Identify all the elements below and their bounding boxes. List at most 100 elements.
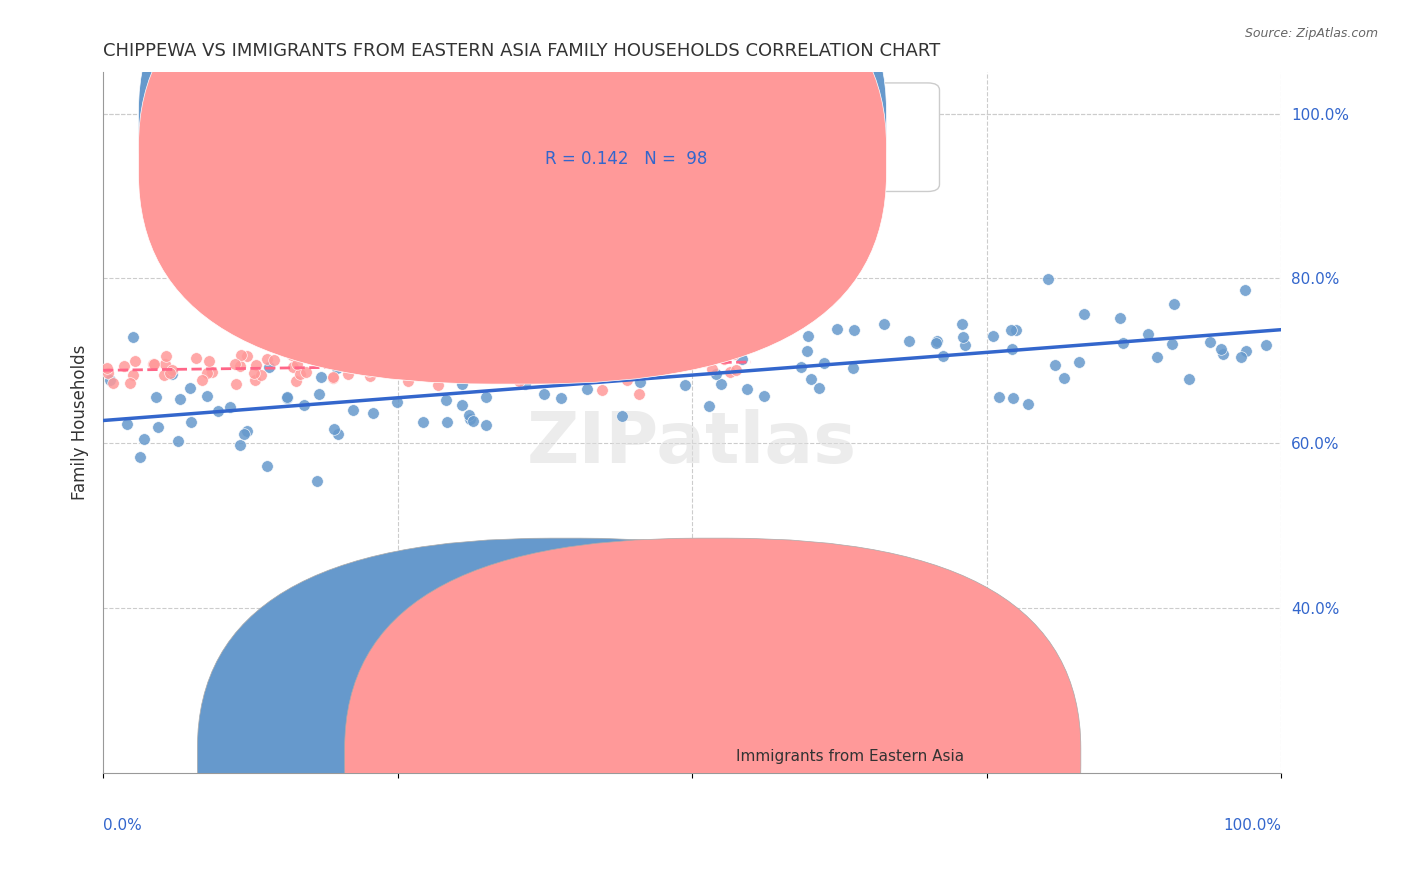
Text: Source: ZipAtlas.com: Source: ZipAtlas.com — [1244, 27, 1378, 40]
Point — [540, 362, 562, 376]
Point — [361, 406, 384, 420]
Point — [307, 474, 329, 488]
Text: R = 0.447   N = 109: R = 0.447 N = 109 — [546, 114, 713, 133]
Point — [1073, 307, 1095, 321]
Point — [349, 353, 371, 368]
FancyBboxPatch shape — [344, 538, 1081, 892]
Point — [527, 351, 550, 365]
Point — [458, 358, 481, 372]
Point — [550, 392, 572, 406]
Point — [284, 374, 307, 388]
Point — [152, 368, 174, 382]
Point — [673, 378, 696, 392]
Point — [250, 368, 273, 382]
Point — [432, 353, 454, 368]
Point — [169, 392, 191, 407]
Point — [132, 432, 155, 446]
Point — [451, 351, 474, 365]
Point — [558, 351, 581, 365]
Point — [167, 434, 190, 449]
Point — [627, 350, 650, 364]
Point — [412, 415, 434, 429]
Point — [1137, 327, 1160, 342]
Point — [952, 330, 974, 344]
Point — [557, 370, 579, 384]
Point — [1045, 358, 1067, 372]
Text: 0.0%: 0.0% — [103, 818, 142, 833]
Point — [872, 317, 894, 331]
Point — [276, 392, 298, 406]
Text: Chippewa: Chippewa — [589, 749, 664, 764]
Point — [697, 399, 720, 413]
Point — [731, 352, 754, 367]
Point — [627, 367, 650, 381]
Point — [408, 348, 430, 362]
Point — [981, 328, 1004, 343]
Point — [122, 329, 145, 343]
Point — [1163, 297, 1185, 311]
Point — [509, 369, 531, 384]
Point — [326, 360, 349, 375]
Point — [155, 350, 177, 364]
Point — [336, 368, 359, 382]
Point — [195, 389, 218, 403]
Point — [1229, 350, 1251, 364]
Point — [207, 404, 229, 418]
Point — [685, 355, 707, 369]
Point — [396, 374, 419, 388]
Point — [827, 322, 849, 336]
Point — [704, 367, 727, 381]
Point — [575, 368, 598, 382]
Point — [143, 357, 166, 371]
Point — [600, 363, 623, 377]
Point — [713, 351, 735, 366]
Point — [1001, 343, 1024, 357]
Point — [446, 352, 468, 367]
Point — [281, 347, 304, 361]
Point — [225, 376, 247, 391]
Point — [263, 353, 285, 368]
Point — [505, 361, 527, 376]
FancyBboxPatch shape — [468, 83, 939, 192]
Point — [201, 365, 224, 379]
Point — [357, 364, 380, 378]
Point — [396, 350, 419, 364]
Point — [159, 366, 181, 380]
Point — [541, 359, 564, 374]
Point — [796, 344, 818, 359]
Point — [436, 415, 458, 429]
Point — [1209, 342, 1232, 356]
Point — [842, 360, 865, 375]
Point — [112, 359, 135, 374]
Point — [120, 376, 142, 390]
Point — [475, 418, 498, 433]
Point — [308, 386, 330, 401]
Point — [1234, 283, 1257, 297]
Point — [443, 356, 465, 370]
Point — [658, 343, 681, 358]
Point — [610, 358, 633, 372]
Point — [245, 373, 267, 387]
Point — [813, 356, 835, 370]
Point — [955, 337, 977, 351]
Point — [1146, 350, 1168, 364]
Point — [423, 358, 446, 372]
Point — [229, 359, 252, 374]
Point — [1017, 397, 1039, 411]
Point — [633, 350, 655, 364]
Point — [294, 365, 316, 379]
Text: Immigrants from Eastern Asia: Immigrants from Eastern Asia — [735, 749, 965, 764]
Point — [512, 367, 534, 381]
Point — [276, 390, 298, 404]
Point — [1005, 323, 1028, 337]
Point — [449, 350, 471, 364]
Point — [482, 363, 505, 377]
Text: CHIPPEWA VS IMMIGRANTS FROM EASTERN ASIA FAMILY HOUSEHOLDS CORRELATION CHART: CHIPPEWA VS IMMIGRANTS FROM EASTERN ASIA… — [103, 42, 941, 60]
Point — [925, 336, 948, 351]
Point — [555, 365, 578, 379]
Point — [256, 459, 278, 474]
Point — [1198, 335, 1220, 350]
Point — [434, 392, 457, 407]
Point — [950, 317, 973, 331]
Point — [1069, 355, 1091, 369]
